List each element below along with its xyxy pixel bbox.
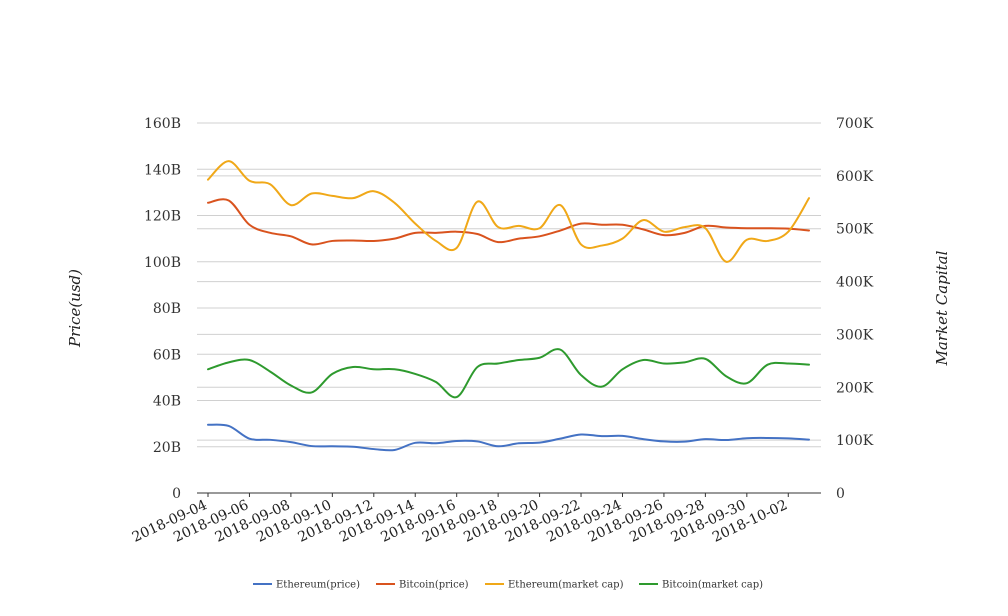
y-tick-label-right: 500K (836, 222, 874, 238)
series-line-ethereum-market-cap (207, 160, 810, 263)
y-tick-label-left: 0 (172, 486, 181, 502)
series-line-ethereum-price (207, 423, 810, 452)
legend-label-ethereum-market-cap: Ethereum(market cap) (508, 580, 624, 591)
y-tick-label-right: 0 (836, 486, 845, 502)
series-line-bitcoin-price (207, 198, 810, 246)
y-tick-label-left: 80B (153, 301, 181, 317)
y-tick-label-right: 100K (836, 433, 874, 449)
y-tick-label-left: 160B (144, 116, 181, 132)
y-tick-label-left: 20B (153, 440, 181, 456)
y-axis-title-right: Market Capital (933, 250, 951, 366)
y-tick-label-right: 600K (836, 169, 874, 185)
legend-label-ethereum-price: Ethereum(price) (276, 580, 360, 591)
y-tick-label-left: 60B (153, 347, 181, 363)
y-tick-label-left: 40B (153, 394, 181, 410)
series-line-bitcoin-market-cap (207, 348, 810, 399)
y-tick-label-right: 400K (836, 275, 874, 291)
x-axis: 2018-09-042018-09-062018-09-082018-09-10… (130, 493, 790, 546)
y-tick-label-left: 120B (144, 209, 181, 225)
right-y-axis: 0 100K 200K 300K 400K 500K 600K 700K (836, 116, 874, 502)
y-tick-label-right: 700K (836, 116, 874, 132)
left-y-axis: 0 20B 40B 60B 80B 100B 120B 140B 160B (144, 116, 181, 502)
series-lines (207, 160, 810, 452)
legend-label-bitcoin-price: Bitcoin(price) (399, 580, 469, 591)
legend-label-bitcoin-market-cap: Bitcoin(market cap) (662, 580, 763, 591)
y-tick-label-right: 200K (836, 380, 874, 396)
legend: Ethereum(price) Bitcoin(price) Ethereum(ma… (253, 580, 763, 591)
y-tick-label-right: 300K (836, 327, 874, 343)
y-tick-label-left: 100B (144, 255, 181, 271)
y-axis-title-left: Price(usd) (66, 269, 84, 348)
y-tick-label-left: 140B (144, 162, 181, 178)
grid-lines (197, 122, 821, 448)
